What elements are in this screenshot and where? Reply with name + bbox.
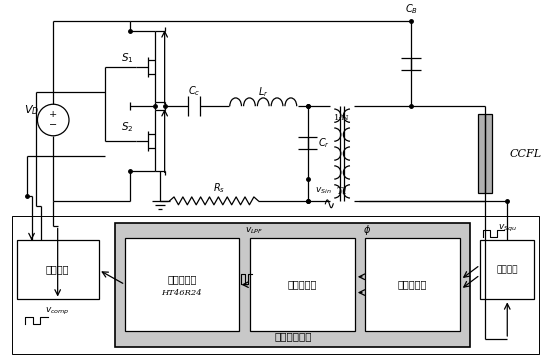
- Text: CCFL: CCFL: [510, 149, 542, 158]
- Text: $R_s$: $R_s$: [213, 181, 225, 195]
- Bar: [365, 238, 460, 331]
- Bar: [16, 240, 98, 300]
- Text: 相位鑑別器: 相位鑑別器: [398, 280, 427, 289]
- Bar: [125, 238, 239, 331]
- Text: 低通濾波器: 低通濾波器: [288, 280, 317, 289]
- Text: $S_2$: $S_2$: [121, 120, 134, 134]
- Text: $\phi$: $\phi$: [363, 224, 371, 238]
- Text: 整形電路: 整形電路: [497, 265, 518, 274]
- Text: $v_{comp}$: $v_{comp}$: [46, 306, 70, 317]
- Text: $C_B$: $C_B$: [405, 3, 417, 17]
- Text: 壓控振盪器: 壓控振盪器: [167, 275, 196, 284]
- Text: HT46R24: HT46R24: [162, 289, 202, 297]
- Bar: [480, 240, 535, 300]
- Text: 1:N: 1:N: [334, 114, 350, 122]
- Text: 鎖相迴路電路: 鎖相迴路電路: [274, 332, 311, 341]
- Text: +: +: [49, 109, 57, 118]
- Bar: [478, 114, 492, 193]
- Text: $C_r$: $C_r$: [318, 136, 331, 150]
- Text: $v_{LPF}$: $v_{LPF}$: [245, 225, 264, 236]
- Text: $v_{Sin}$: $v_{Sin}$: [315, 186, 332, 196]
- Text: $S_1$: $S_1$: [121, 51, 134, 65]
- Text: 驅動電路: 驅動電路: [46, 265, 69, 274]
- Text: $L_r$: $L_r$: [258, 86, 268, 99]
- Bar: [116, 222, 470, 347]
- Bar: [250, 238, 355, 331]
- Text: $V_D$: $V_D$: [24, 103, 40, 117]
- Bar: [12, 216, 540, 354]
- Text: T1: T1: [336, 188, 348, 197]
- Text: $v_{Squ}$: $v_{Squ}$: [498, 223, 517, 234]
- Text: $C_c$: $C_c$: [188, 85, 200, 98]
- Text: −: −: [49, 121, 57, 130]
